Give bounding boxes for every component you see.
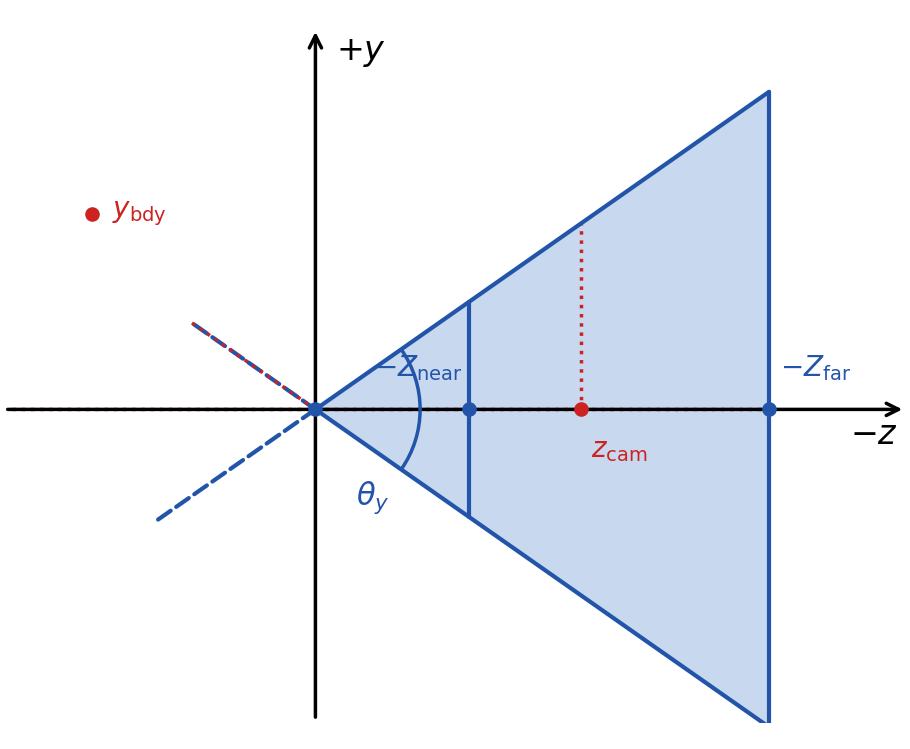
- Polygon shape: [469, 92, 769, 727]
- Text: $-Z_{\mathrm{far}}$: $-Z_{\mathrm{far}}$: [780, 353, 851, 383]
- Text: $-z$: $-z$: [850, 418, 898, 452]
- Point: [85, 208, 99, 220]
- Text: $y_{\mathrm{bdy}}$: $y_{\mathrm{bdy}}$: [112, 200, 167, 228]
- Text: $-Z_{\mathrm{near}}$: $-Z_{\mathrm{near}}$: [373, 353, 462, 383]
- Point: [573, 404, 588, 416]
- Text: $z_{\mathrm{cam}}$: $z_{\mathrm{cam}}$: [592, 436, 648, 464]
- Text: $+y$: $+y$: [337, 36, 387, 69]
- Point: [461, 404, 476, 416]
- Text: $\theta_y$: $\theta_y$: [356, 479, 389, 516]
- Point: [308, 404, 323, 416]
- Polygon shape: [316, 302, 469, 517]
- Point: [762, 404, 776, 416]
